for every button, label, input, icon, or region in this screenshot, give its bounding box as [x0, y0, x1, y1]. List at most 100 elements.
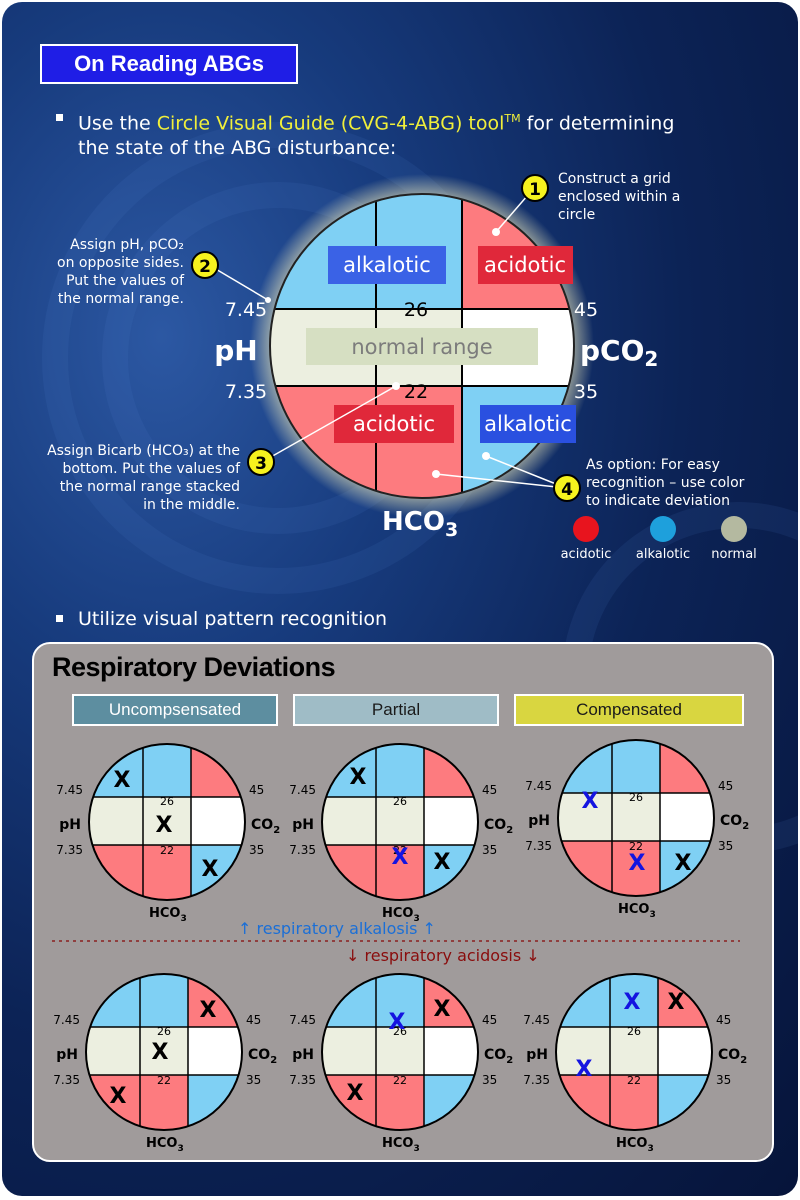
bullet-prefix: Use the	[78, 112, 157, 135]
co2-high: 45	[246, 1013, 261, 1027]
co2-label: CO2	[718, 1047, 747, 1066]
legend-dot-normal	[721, 516, 747, 542]
ph-low: 7.35	[523, 1073, 550, 1087]
co2-low: 35	[249, 843, 264, 857]
column-partial: Partial	[293, 694, 499, 726]
co2-low: 35	[482, 1073, 497, 1087]
svg-text:HCO3: HCO3	[382, 507, 458, 541]
ph-axis-label: pH	[214, 334, 257, 367]
legend-label-normal: normal	[711, 547, 757, 562]
label-bottom-left: acidotic	[353, 412, 435, 436]
column-compensated: Compensated	[514, 694, 744, 726]
hco3-label: HCO3	[146, 1136, 184, 1154]
hco3-low: 22	[393, 1074, 407, 1087]
legend-dot-acidotic	[573, 516, 599, 542]
label-bottom-right: alkalotic	[484, 412, 572, 436]
black-x-mark: X	[675, 851, 692, 876]
ph-label: pH	[526, 1047, 548, 1063]
hco3-low: 22	[157, 1074, 171, 1087]
black-x-mark: X	[152, 1040, 169, 1065]
co2-label: CO2	[251, 817, 280, 836]
ph-label: pH	[56, 1047, 78, 1063]
step-4-badge: 4	[553, 474, 581, 502]
ph-label: pH	[528, 813, 550, 829]
label-respiratory-acidosis: ↓ respiratory acidosis ↓	[346, 946, 540, 965]
trademark: TM	[504, 112, 521, 125]
hco3-low: 22	[393, 844, 407, 857]
co2-high: 45	[249, 783, 264, 797]
hco3-high: 26	[393, 795, 407, 808]
mini-circle-compensated-alkalosis: 26 22 7.45 7.35 pH 45 35 CO2 HCO3 X X X	[525, 739, 749, 920]
bullet-marker	[56, 615, 63, 622]
co2-label: CO2	[248, 1047, 277, 1066]
hco3-subscript: 3	[445, 519, 458, 541]
co2-high: 45	[482, 1013, 497, 1027]
hco3-high: 26	[157, 1025, 171, 1038]
bullet-suffix: for determining	[520, 112, 675, 135]
hco3-low: 22	[160, 844, 174, 857]
ph-label: pH	[59, 817, 81, 833]
hco3-low: 22	[627, 1074, 641, 1087]
ph-low: 7.35	[56, 843, 83, 857]
step-1-note: Construct a grid enclosed within a circle	[558, 171, 681, 223]
black-x-mark: X	[200, 998, 217, 1023]
ph-low: 7.35	[53, 1073, 80, 1087]
co2-label: CO2	[484, 1047, 513, 1066]
ph-low: 7.35	[525, 839, 552, 853]
black-x-mark: X	[434, 997, 451, 1022]
co2-low: 35	[482, 843, 497, 857]
black-x-mark: X	[347, 1081, 364, 1106]
blue-x-mark: X	[576, 1057, 593, 1082]
blue-x-mark: X	[582, 789, 599, 814]
main-abg-circle: alkalotic acidotic normal range acidotic…	[191, 174, 644, 541]
step-2-badge: 2	[191, 251, 219, 279]
ph-high: 7.45	[523, 1013, 550, 1027]
co2-low-value: 35	[574, 381, 598, 403]
co2-low: 35	[246, 1073, 261, 1087]
svg-text:3: 3	[255, 454, 267, 474]
mini-circle-partial-acidosis: 26 22 7.45 7.35 pH 45 35 CO2 HCO3 X X X	[289, 973, 513, 1154]
column-uncompensated: Uncompsensated	[72, 694, 278, 726]
pco2-axis-label: pCO	[580, 334, 644, 367]
ph-low: 7.35	[289, 843, 316, 857]
black-x-mark: X	[110, 1084, 127, 1109]
blue-x-mark: X	[392, 845, 409, 870]
hco3-high: 26	[627, 1025, 641, 1038]
step-4-note: As option: For easy recognition – use col…	[586, 457, 745, 509]
hco3-label: HCO3	[616, 1136, 654, 1154]
step-3-badge: 3	[247, 448, 275, 476]
hco3-label: HCO3	[618, 902, 656, 920]
bullet-line-2: the state of the ABG disturbance:	[78, 137, 397, 160]
ph-high-value: 7.45	[225, 299, 267, 321]
ph-high: 7.45	[56, 783, 83, 797]
blue-x-mark: X	[629, 851, 646, 876]
ph-high: 7.45	[289, 1013, 316, 1027]
ph-high: 7.45	[53, 1013, 80, 1027]
blue-x-mark: X	[389, 1010, 406, 1035]
svg-text:1: 1	[529, 180, 541, 200]
hco3-low-value: 22	[404, 381, 428, 403]
blue-x-mark: X	[624, 990, 641, 1015]
black-x-mark: X	[156, 813, 173, 838]
svg-text:2: 2	[199, 257, 211, 277]
hco3-high-value: 26	[404, 299, 428, 321]
hco3-high: 26	[393, 1025, 407, 1038]
co2-low: 35	[718, 839, 733, 853]
ph-low: 7.35	[289, 1073, 316, 1087]
label-respiratory-alkalosis: ↑ respiratory alkalosis ↑	[238, 919, 436, 938]
step-3-note: Assign Bicarb (HCO₃) at the bottom. Put t…	[47, 443, 240, 513]
svg-text:4: 4	[561, 480, 573, 500]
step-1-badge: 1	[521, 174, 549, 202]
legend-label-acidotic: acidotic	[560, 547, 612, 562]
black-x-mark: X	[668, 990, 685, 1015]
co2-high: 45	[718, 779, 733, 793]
black-x-mark: X	[434, 850, 451, 875]
respiratory-title: Respiratory Deviations	[52, 652, 336, 682]
hco3-axis-label: HCO	[382, 507, 445, 537]
hco3-label: HCO3	[382, 906, 420, 924]
black-x-mark: X	[202, 857, 219, 882]
